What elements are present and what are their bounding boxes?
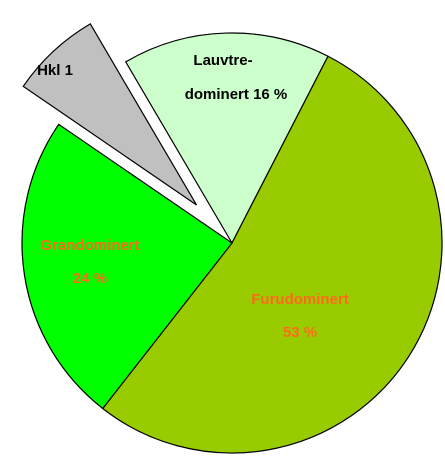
slice-label: Furudominert bbox=[251, 291, 349, 308]
category-label: Lauvtre- bbox=[193, 52, 252, 69]
pie-slice bbox=[22, 23, 198, 206]
pie-slice bbox=[101, 55, 443, 454]
value-label: 53 % bbox=[283, 324, 317, 341]
value-label: 24 % bbox=[73, 270, 107, 287]
value-label: 16 % bbox=[253, 86, 287, 103]
category-label: Grandominert bbox=[40, 237, 139, 254]
category-label: Furudominert bbox=[251, 291, 349, 308]
pie-slice bbox=[124, 32, 329, 245]
slice-label: Hkl 1 bbox=[37, 62, 73, 79]
slice-label: dominert 16 % bbox=[185, 86, 288, 103]
slice-label: Lauvtre- bbox=[193, 52, 252, 69]
pie-slice bbox=[21, 123, 233, 410]
category-label: Hkl 1 bbox=[37, 62, 73, 79]
category-label: dominert bbox=[185, 86, 249, 103]
slice-label: Grandominert bbox=[40, 237, 139, 254]
